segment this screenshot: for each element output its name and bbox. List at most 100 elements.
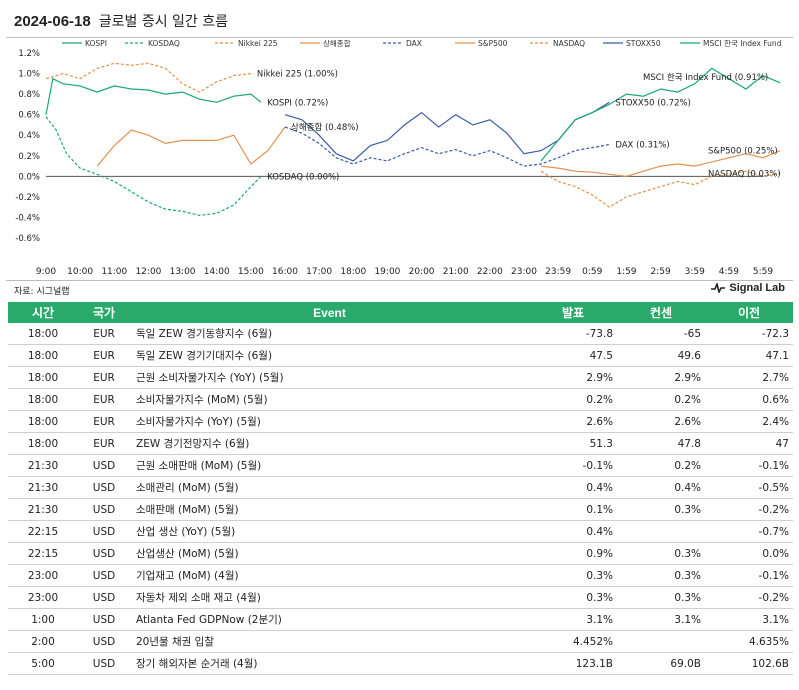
table-row: 21:30 USD 근원 소매판매 (MoM) (5월) -0.1% 0.2% -0.1% xyxy=(8,454,793,477)
series-end-label: DAX (0.31%) xyxy=(615,140,669,150)
row-country: USD xyxy=(78,586,130,609)
x-tick-label: 23:59 xyxy=(545,267,571,277)
row-time: 22:15 xyxy=(8,520,78,543)
row-actual: 47.5 xyxy=(529,344,617,367)
row-event: 산업 생산 (YoY) (5월) xyxy=(130,520,529,543)
row-event: ZEW 경기전망지수 (6월) xyxy=(130,432,529,455)
report-title: 글로벌 증시 일간 흐름 xyxy=(98,14,229,30)
row-time: 22:15 xyxy=(8,542,78,565)
x-tick-label: 18:00 xyxy=(340,267,366,277)
row-consensus: 47.8 xyxy=(617,432,705,455)
y-tick-label: -0.2% xyxy=(15,193,40,203)
row-country: EUR xyxy=(78,388,130,411)
row-country: USD xyxy=(78,476,130,499)
series-end-label: MSCI 한국 Index Fund (0.91%) xyxy=(643,73,768,83)
row-previous: -0.2% xyxy=(705,586,793,609)
row-previous: -0.7% xyxy=(705,520,793,543)
row-consensus: 0.3% xyxy=(617,542,705,565)
x-tick-label: 20:00 xyxy=(409,267,435,277)
table-row: 1:00 USD Atlanta Fed GDPNow (2분기) 3.1% 3.1% 3… xyxy=(8,608,793,631)
row-actual: 0.4% xyxy=(529,476,617,499)
table-header: 시간 국가 Event 발표 컨센 이전 xyxy=(8,302,793,323)
row-actual: 0.3% xyxy=(529,586,617,609)
row-country: USD xyxy=(78,652,130,675)
row-previous: 102.6B xyxy=(705,652,793,675)
row-consensus: 0.4% xyxy=(617,476,705,499)
pulse-icon xyxy=(711,283,726,293)
y-tick-label: -0.6% xyxy=(15,234,40,244)
row-consensus: 0.3% xyxy=(617,498,705,521)
row-country: EUR xyxy=(78,323,130,345)
row-event: 근원 소비자물가지수 (YoY) (5월) xyxy=(130,366,529,389)
row-consensus: 0.2% xyxy=(617,454,705,477)
x-tick-label: 9:00 xyxy=(36,267,56,277)
economic-calendar-table: 시간 국가 Event 발표 컨센 이전 18:00 EUR 독일 ZEW 경기동향… xyxy=(8,302,793,675)
row-country: EUR xyxy=(78,366,130,389)
row-consensus: 2.6% xyxy=(617,410,705,433)
col-time: 시간 xyxy=(8,302,78,323)
series-line xyxy=(284,126,610,167)
row-actual: 51.3 xyxy=(529,432,617,455)
x-tick-label: 12:00 xyxy=(135,267,161,277)
row-previous: -0.1% xyxy=(705,564,793,587)
series-end-label: STOXX50 (0.72%) xyxy=(615,98,691,108)
series-line xyxy=(540,170,781,208)
row-previous: -0.5% xyxy=(705,476,793,499)
row-event: 장기 해외자본 순거래 (4월) xyxy=(130,652,529,675)
row-previous: 2.4% xyxy=(705,410,793,433)
series-end-label: KOSPI (0.72%) xyxy=(267,98,328,108)
legend-label: NASDAQ xyxy=(553,40,585,48)
row-country: EUR xyxy=(78,344,130,367)
series-end-label: Nikkei 225 (1.00%) xyxy=(257,70,338,80)
y-tick-label: 0.8% xyxy=(18,90,40,100)
row-time: 23:00 xyxy=(8,586,78,609)
legend-label: MSCI 한국 Index Fund xyxy=(703,40,782,48)
row-actual: 0.1% xyxy=(529,498,617,521)
table-row: 22:15 USD 산업 생산 (YoY) (5월) 0.4% -0.7% xyxy=(8,520,793,543)
row-previous: 0.6% xyxy=(705,388,793,411)
row-event: 소매판매 (MoM) (5월) xyxy=(130,498,529,521)
source-note: 자료: 시그널랩 xyxy=(14,287,70,297)
row-country: EUR xyxy=(78,432,130,455)
row-time: 1:00 xyxy=(8,608,78,631)
x-tick-label: 10:00 xyxy=(67,267,93,277)
legend-label: KOSPI xyxy=(85,40,107,48)
divider xyxy=(6,37,793,38)
row-actual: -73.8 xyxy=(529,323,617,345)
x-tick-label: 16:00 xyxy=(272,267,298,277)
report-date: 2024-06-18 xyxy=(14,12,91,30)
row-consensus xyxy=(617,520,705,543)
y-tick-label: 0.2% xyxy=(18,152,40,162)
row-event: 근원 소매판매 (MoM) (5월) xyxy=(130,454,529,477)
row-event: 독일 ZEW 경기기대지수 (6월) xyxy=(130,344,529,367)
x-tick-label: 11:00 xyxy=(101,267,127,277)
x-tick-label: 19:00 xyxy=(374,267,400,277)
table-row: 22:15 USD 산업생산 (MoM) (5월) 0.9% 0.3% 0.0% xyxy=(8,542,793,565)
x-tick-label: 15:00 xyxy=(238,267,264,277)
row-consensus: 0.3% xyxy=(617,564,705,587)
row-actual: 0.4% xyxy=(529,520,617,543)
divider xyxy=(6,280,793,281)
row-event: 20년물 채권 입찰 xyxy=(130,630,529,653)
row-time: 18:00 xyxy=(8,410,78,433)
col-consensus: 컨센 xyxy=(617,302,705,323)
series-line xyxy=(45,77,262,115)
table-row: 18:00 EUR 독일 ZEW 경기동향지수 (6월) -73.8 -65 -72.3 xyxy=(8,323,793,345)
row-event: 소매관리 (MoM) (5월) xyxy=(130,476,529,499)
brand-logo: Signal Lab xyxy=(711,282,785,294)
table-row: 23:00 USD 기업재고 (MoM) (4월) 0.3% 0.3% -0.1% xyxy=(8,564,793,587)
x-tick-label: 0:59 xyxy=(582,267,602,277)
table-row: 21:30 USD 소매판매 (MoM) (5월) 0.1% 0.3% -0.2% xyxy=(8,498,793,521)
row-actual: 2.6% xyxy=(529,410,617,433)
row-previous: 47 xyxy=(705,432,793,455)
row-actual: -0.1% xyxy=(529,454,617,477)
row-consensus: 3.1% xyxy=(617,608,705,631)
row-time: 18:00 xyxy=(8,366,78,389)
row-time: 2:00 xyxy=(8,630,78,653)
x-tick-label: 21:00 xyxy=(443,267,469,277)
row-actual: 0.9% xyxy=(529,542,617,565)
x-tick-label: 23:00 xyxy=(511,267,537,277)
row-consensus: 0.2% xyxy=(617,388,705,411)
row-previous: 4.635% xyxy=(705,630,793,653)
row-time: 21:30 xyxy=(8,476,78,499)
